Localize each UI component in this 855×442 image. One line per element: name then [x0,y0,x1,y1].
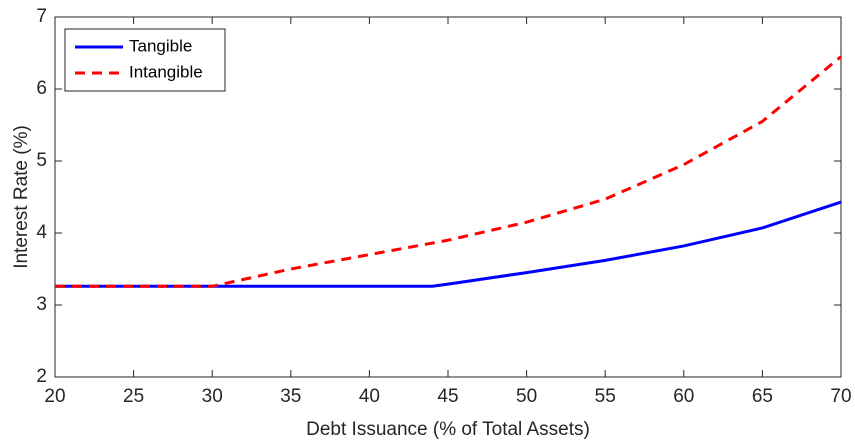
data-line [55,200,842,288]
x-tick-label: 40 [359,386,380,407]
y-tick-label: 4 [36,222,47,243]
y-tick-label: 5 [36,150,47,171]
legend: Tangible Intangible [64,28,226,92]
x-tick-label: 20 [44,386,65,407]
legend-label: Tangible [129,36,192,55]
y-tick-label: 3 [36,294,47,315]
legend-label: Intangible [129,62,203,81]
x-tick-label: 65 [752,386,773,407]
x-tick-label: 60 [673,386,694,407]
x-tick-label: 55 [595,386,616,407]
y-tick-label: 6 [36,78,47,99]
y-axis-label: Interest Rate (%) [11,125,32,269]
y-tick-label: 7 [36,6,47,27]
x-tick-label: 25 [123,386,144,407]
x-tick-label: 35 [280,386,301,407]
x-tick-label: 50 [516,386,537,407]
legend-box [64,28,226,92]
x-tick-label: 45 [437,386,458,407]
x-tick-label: 70 [830,386,851,407]
y-tick-label: 2 [36,366,47,387]
x-tick-label: 30 [202,386,223,407]
x-axis-label: Debt Issuance (% of Total Assets) [306,419,590,440]
